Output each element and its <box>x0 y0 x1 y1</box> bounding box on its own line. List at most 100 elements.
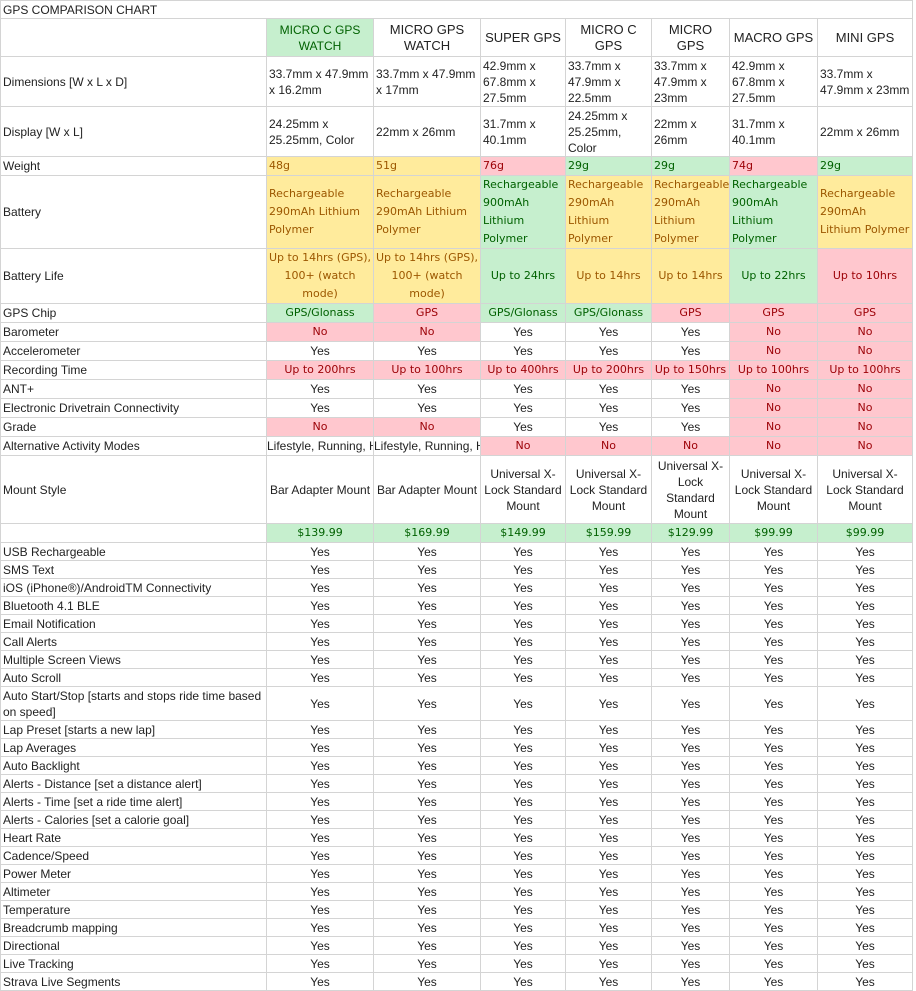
row-label: GPS Chip <box>0 303 267 323</box>
cell: No <box>817 436 913 456</box>
feature-row: iOS (iPhone®)/AndroidTM Connectivity Yes Y… <box>0 578 913 597</box>
cell: Yes <box>266 578 374 597</box>
cell: GPS/Glonass <box>565 303 652 323</box>
cell: Yes <box>266 614 374 633</box>
cell: 33.7mm x 47.9mm x 22.5mm <box>565 56 652 107</box>
cell: Yes <box>817 936 913 955</box>
feature-row: Breadcrumb mapping Yes Yes Yes Yes Yes Yes Yes <box>0 918 913 937</box>
cell: Up to 24hrs <box>480 248 566 304</box>
cell: Yes <box>480 614 566 633</box>
row-label: Multiple Screen Views <box>0 650 267 669</box>
cell: Yes <box>266 379 374 399</box>
header-row: MICRO C GPS WATCH MICRO GPS WATCH SUPER GP… <box>0 18 913 57</box>
cell: Yes <box>373 810 481 829</box>
cell: Yes <box>565 864 652 883</box>
cell: Yes <box>565 341 652 361</box>
feature-row: Multiple Screen Views Yes Yes Yes Yes Yes Yes Y… <box>0 650 913 669</box>
feature-row: Lap Averages Yes Yes Yes Yes Yes Yes Yes <box>0 738 913 757</box>
cell: Yes <box>817 650 913 669</box>
cell: Yes <box>373 578 481 597</box>
cell: 76g <box>480 156 566 176</box>
cell: Yes <box>651 668 730 687</box>
row-label: SMS Text <box>0 560 267 579</box>
cell: Yes <box>817 792 913 811</box>
row-label: Recording Time <box>0 360 267 380</box>
cell: 24.25mm x 25.25mm, Color <box>266 106 374 157</box>
cell: Yes <box>266 398 374 418</box>
cell: $99.99 <box>729 523 818 543</box>
cell: Yes <box>729 792 818 811</box>
cell: 33.7mm x 47.9mm x 16.2mm <box>266 56 374 107</box>
cell: Yes <box>480 341 566 361</box>
cell: Universal X-Lock Standard Mount <box>565 455 652 524</box>
cell: Yes <box>729 720 818 739</box>
row-label <box>0 523 267 543</box>
cell: Yes <box>729 542 818 561</box>
cell: GPS <box>817 303 913 323</box>
cell: Yes <box>373 398 481 418</box>
feature-row: GPS Chip GPS/Glonass GPS GPS/Glonass GPS/Glo… <box>0 303 913 323</box>
feature-row: Auto Scroll Yes Yes Yes Yes Yes Yes Yes <box>0 668 913 687</box>
cell: Yes <box>729 954 818 973</box>
cell: No <box>266 417 374 437</box>
cell: Yes <box>565 322 652 342</box>
row-label: Auto Start/Stop [starts and stops ride t… <box>0 686 267 721</box>
cell: Yes <box>480 632 566 651</box>
cell: Rechargeable 900mAh Lithium Polymer <box>729 175 818 249</box>
feature-row: Lap Preset [starts a new lap] Yes Yes Yes Ye… <box>0 720 913 739</box>
cell: Yes <box>266 686 374 721</box>
cell: Yes <box>480 578 566 597</box>
cell: Yes <box>373 686 481 721</box>
row-label: Directional <box>0 936 267 955</box>
cell: Yes <box>373 560 481 579</box>
cell: Yes <box>565 900 652 919</box>
row-label: Altimeter <box>0 882 267 901</box>
cell: No <box>266 322 374 342</box>
cell: Yes <box>266 774 374 793</box>
cell: No <box>817 417 913 437</box>
cell: Rechargeable 290mAh Lithium Polymer <box>373 175 481 249</box>
cell: Yes <box>565 560 652 579</box>
cell: Yes <box>373 632 481 651</box>
cell: Yes <box>651 632 730 651</box>
cell: Universal X-Lock Standard Mount <box>651 455 730 524</box>
cell: Yes <box>565 954 652 973</box>
row-label: Display [W x L] <box>0 106 267 157</box>
cell: Yes <box>266 738 374 757</box>
cell: Yes <box>480 846 566 865</box>
cell: Yes <box>651 792 730 811</box>
column-header: MINI GPS <box>817 18 913 57</box>
cell: Yes <box>729 864 818 883</box>
cell: Yes <box>480 650 566 669</box>
feature-row: Dimensions [W x L x D] 33.7mm x 47.9mm x … <box>0 56 913 107</box>
row-label: Heart Rate <box>0 828 267 847</box>
cell: Yes <box>817 596 913 615</box>
cell: No <box>817 379 913 399</box>
cell: Yes <box>817 900 913 919</box>
cell: Yes <box>817 542 913 561</box>
cell: Bar Adapter Mount <box>373 455 481 524</box>
row-label: Temperature <box>0 900 267 919</box>
cell: Yes <box>373 596 481 615</box>
cell: Yes <box>817 614 913 633</box>
column-header: MICRO GPS <box>651 18 730 57</box>
cell: Yes <box>373 650 481 669</box>
cell: Yes <box>651 882 730 901</box>
row-label: USB Rechargeable <box>0 542 267 561</box>
cell: Universal X-Lock Standard Mount <box>817 455 913 524</box>
cell: Yes <box>266 341 374 361</box>
row-label: Dimensions [W x L x D] <box>0 56 267 107</box>
feature-row: Electronic Drivetrain Connectivity Yes Yes… <box>0 398 913 418</box>
cell: Lifestyle, Running, Hiking <box>373 436 481 456</box>
cell: Yes <box>817 864 913 883</box>
cell: Yes <box>817 918 913 937</box>
cell: Rechargeable 290mAh Lithium Polymer <box>817 175 913 249</box>
cell: Yes <box>565 810 652 829</box>
cell: Yes <box>373 792 481 811</box>
cell: Yes <box>373 379 481 399</box>
cell: Up to 14hrs <box>651 248 730 304</box>
row-label: Lap Preset [starts a new lap] <box>0 720 267 739</box>
cell: 24.25mm x 25.25mm, Color <box>565 106 652 157</box>
cell: Yes <box>480 918 566 937</box>
cell: Yes <box>817 774 913 793</box>
